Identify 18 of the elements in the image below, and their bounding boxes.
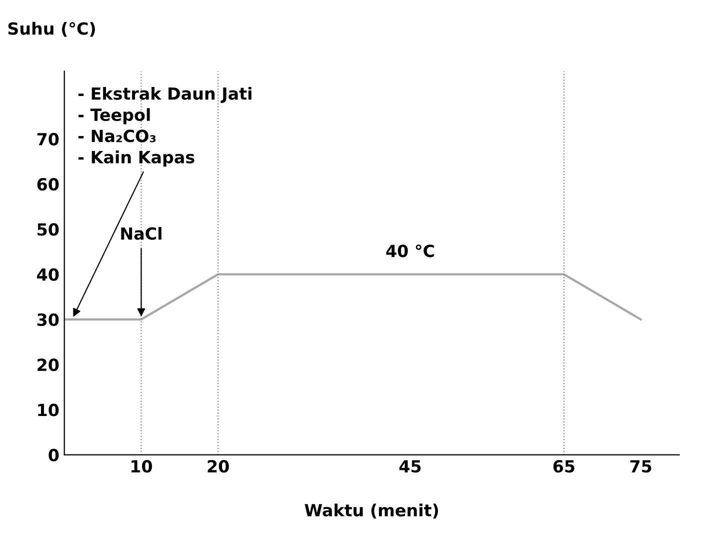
x-tick-label: 75 [630, 460, 652, 473]
y-tick-label: 20 [38, 358, 59, 372]
annotation: NaCl [121, 226, 162, 240]
y-tick-label: 10 [38, 404, 59, 416]
y-axis-title: Suhu (°C) [8, 22, 95, 37]
y-tick-label: 40 [37, 268, 59, 281]
y-tick-label: 60 [37, 178, 59, 191]
y-tick-label: 0 [48, 448, 59, 462]
x-tick-label: 10 [131, 460, 152, 473]
annotation: - Ekstrak Daun Jati - Teepol - Na₂CO₃ - Kain Kapas [78, 86, 252, 167]
y-tick-label: 50 [38, 223, 59, 236]
y-tick-label: 30 [37, 313, 59, 326]
x-tick-label: 20 [208, 460, 229, 473]
y-tick-label: 70 [37, 132, 59, 146]
x-axis-title: Waktu (menit) [304, 504, 438, 518]
x-tick-label: 65 [553, 460, 574, 473]
x-tick-label: 45 [399, 460, 421, 473]
annotation: 40 °C [386, 244, 434, 258]
